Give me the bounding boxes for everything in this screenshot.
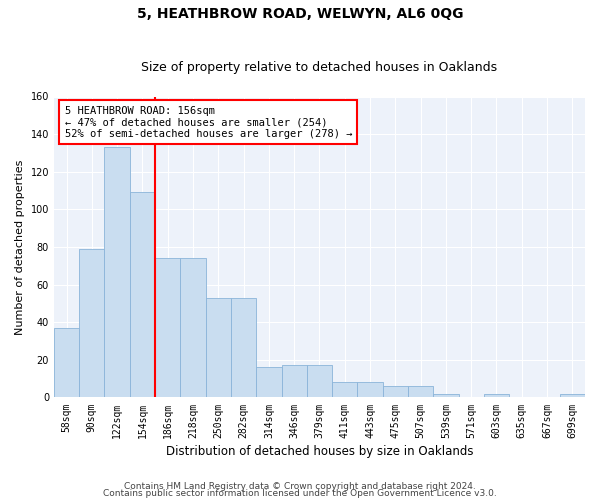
Bar: [130, 192, 155, 398]
Bar: [54, 328, 79, 398]
Bar: [104, 148, 130, 398]
Text: Contains public sector information licensed under the Open Government Licence v3: Contains public sector information licen…: [103, 490, 497, 498]
Y-axis label: Number of detached properties: Number of detached properties: [15, 160, 25, 334]
Bar: [408, 386, 433, 398]
Text: 5, HEATHBROW ROAD, WELWYN, AL6 0QG: 5, HEATHBROW ROAD, WELWYN, AL6 0QG: [137, 8, 463, 22]
Title: Size of property relative to detached houses in Oaklands: Size of property relative to detached ho…: [142, 62, 497, 74]
Text: Contains HM Land Registry data © Crown copyright and database right 2024.: Contains HM Land Registry data © Crown c…: [124, 482, 476, 491]
Bar: [560, 394, 585, 398]
Bar: [155, 258, 181, 398]
Bar: [231, 298, 256, 398]
Bar: [484, 394, 509, 398]
Bar: [332, 382, 358, 398]
Bar: [206, 298, 231, 398]
Bar: [383, 386, 408, 398]
Bar: [307, 366, 332, 398]
Bar: [181, 258, 206, 398]
Bar: [256, 368, 281, 398]
X-axis label: Distribution of detached houses by size in Oaklands: Distribution of detached houses by size …: [166, 444, 473, 458]
Bar: [79, 249, 104, 398]
Bar: [433, 394, 458, 398]
Bar: [358, 382, 383, 398]
Bar: [281, 366, 307, 398]
Text: 5 HEATHBROW ROAD: 156sqm
← 47% of detached houses are smaller (254)
52% of semi-: 5 HEATHBROW ROAD: 156sqm ← 47% of detach…: [65, 106, 352, 138]
